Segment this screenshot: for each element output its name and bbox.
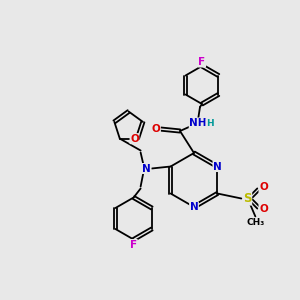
Text: O: O [152, 124, 160, 134]
Text: F: F [130, 239, 137, 250]
Text: H: H [206, 119, 214, 128]
Text: O: O [130, 134, 139, 144]
Text: N: N [190, 202, 198, 212]
Text: F: F [198, 57, 206, 67]
Text: N: N [213, 161, 222, 172]
Text: N: N [142, 164, 151, 173]
Text: S: S [243, 192, 252, 205]
Text: NH: NH [189, 118, 207, 128]
Text: O: O [259, 182, 268, 193]
Text: CH₃: CH₃ [246, 218, 265, 227]
Text: O: O [259, 205, 268, 214]
